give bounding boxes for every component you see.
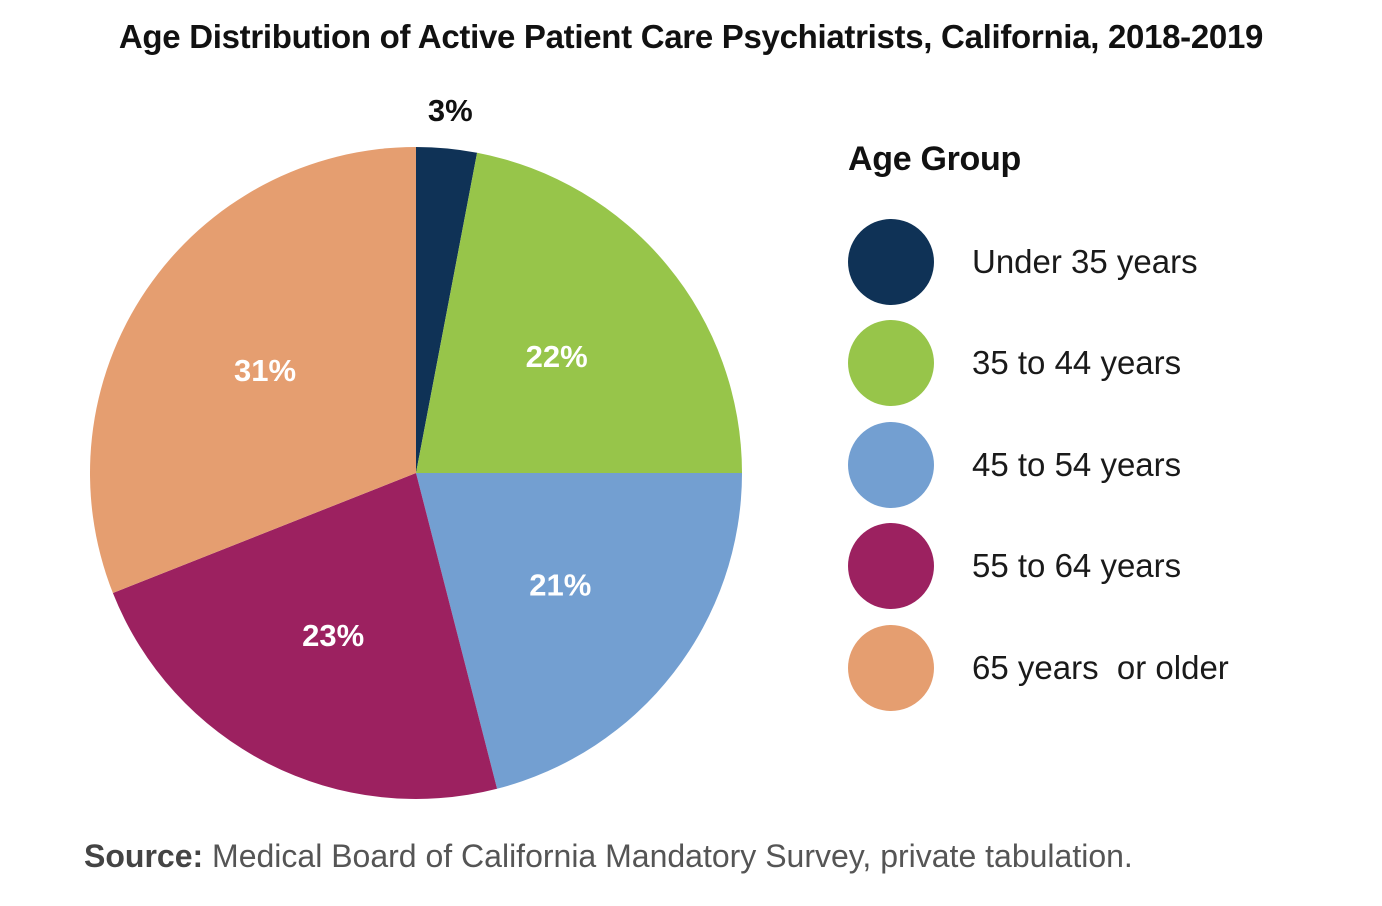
pie-data-labels: 3% 22% 21% 23% 31% (234, 93, 591, 653)
pie-slice-4 (89, 147, 416, 594)
pie-slices (89, 147, 742, 799)
pie-data-label-2: 21% (529, 567, 591, 602)
legend-item-under-35: Under 35 years (848, 211, 1348, 313)
legend-label: 35 to 44 years (972, 344, 1182, 382)
pie-data-label-1: 22% (526, 339, 588, 374)
legend-item-45-54: 45 to 54 years (848, 414, 1348, 516)
legend-swatch (848, 523, 934, 610)
legend-label: 55 to 64 years (972, 547, 1182, 585)
legend-label: Under 35 years (972, 242, 1198, 280)
legend-swatch (848, 624, 934, 711)
source-note: Source: Medical Board of California Mand… (84, 838, 1133, 875)
legend-item-55-64: 55 to 64 years (848, 516, 1348, 618)
source-label: Source: (84, 838, 204, 874)
legend-title: Age Group (848, 140, 1021, 178)
pie-slice-2 (416, 473, 742, 789)
source-text: Medical Board of California Mandatory Su… (203, 838, 1133, 874)
pie-data-label-3: 23% (302, 618, 364, 653)
legend-item-65-plus: 65 years or older (848, 617, 1348, 719)
legend-swatch (848, 218, 934, 305)
pie-slice-3 (112, 473, 498, 799)
legend-swatch (848, 421, 934, 508)
pie-slice-1 (416, 152, 742, 473)
chart-title: Age Distribution of Active Patient Care … (118, 18, 1264, 55)
legend-swatch (848, 320, 934, 407)
legend: Age Group Under 35 years 35 to 44 years … (848, 140, 1348, 719)
legend-label: 45 to 54 years (972, 445, 1182, 483)
pie-data-label-4: 31% (234, 353, 296, 388)
pie-data-label-0: 3% (428, 93, 473, 128)
pie-slice-0 (416, 147, 478, 473)
legend-label: 65 years or older (972, 648, 1229, 686)
legend-item-35-44: 35 to 44 years (848, 313, 1348, 415)
